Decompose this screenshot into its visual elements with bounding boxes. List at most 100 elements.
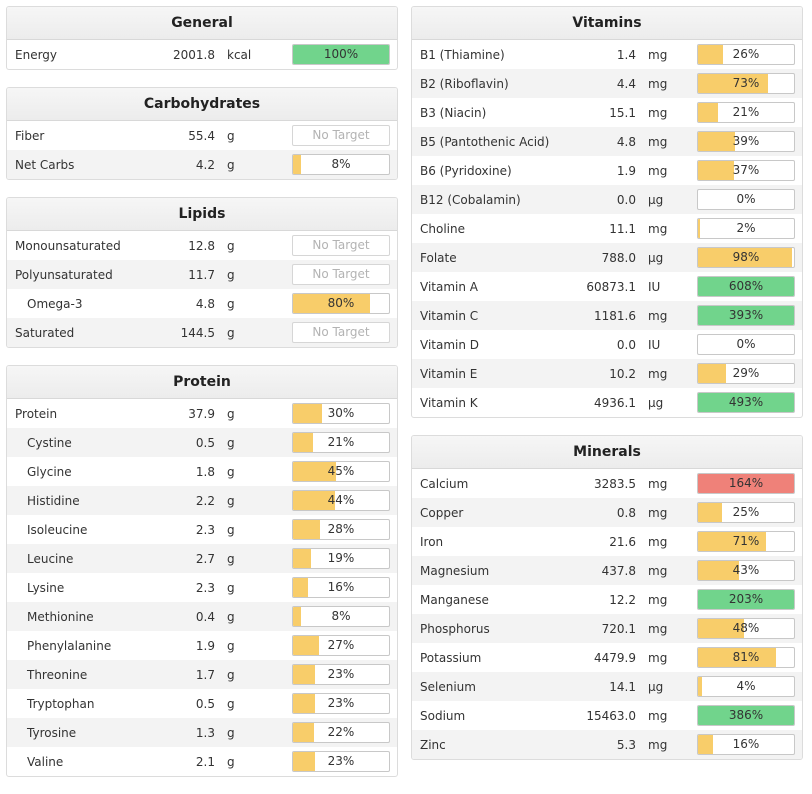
nutrient-name: Glycine <box>27 464 72 479</box>
nutrient-unit: g <box>227 609 235 624</box>
nutrient-unit: g <box>227 267 235 282</box>
nutrient-amount: 2.7 <box>195 551 215 566</box>
target-progress-bar: 39% <box>697 131 795 152</box>
nutrient-unit: g <box>227 157 235 172</box>
nutrient-name: B6 (Pyridoxine) <box>420 163 512 178</box>
nutrient-row: B2 (Riboflavin) 4.4 mg 73% <box>412 69 802 98</box>
nutrient-row: Vitamin K 4936.1 µg 493% <box>412 388 802 417</box>
target-progress-label: 2% <box>736 221 756 235</box>
nutrient-unit: IU <box>648 337 661 352</box>
general-panel-title: General <box>7 7 397 40</box>
nutrient-unit: mg <box>648 221 668 236</box>
nutrient-name: Selenium <box>420 679 476 694</box>
target-progress-label: 4% <box>736 679 756 693</box>
nutrient-name: Lysine <box>27 580 65 595</box>
target-progress-label: 164% <box>728 476 764 490</box>
target-progress-bar: 100% <box>292 44 390 65</box>
nutrient-row: Zinc 5.3 mg 16% <box>412 730 802 759</box>
nutrient-amount: 1.3 <box>195 725 215 740</box>
nutrient-row: B1 (Thiamine) 1.4 mg 26% <box>412 40 802 69</box>
nutrient-amount: 12.8 <box>188 238 215 253</box>
target-progress-bar: 21% <box>697 102 795 123</box>
target-progress-fill <box>698 677 702 696</box>
nutrient-amount: 4936.1 <box>594 395 636 410</box>
target-progress-bar: 71% <box>697 531 795 552</box>
nutrient-unit: mg <box>648 650 668 665</box>
nutrient-row: Cystine 0.5 g 21% <box>7 428 397 457</box>
target-progress-fill <box>698 474 794 493</box>
nutrient-row: Histidine 2.2 g 44% <box>7 486 397 515</box>
target-progress-bar: 43% <box>697 560 795 581</box>
target-progress-fill <box>698 532 767 551</box>
nutrient-amount: 4.4 <box>616 76 636 91</box>
nutrient-amount: 0.5 <box>195 435 215 450</box>
nutrient-name: Histidine <box>27 493 80 508</box>
target-progress-label: 23% <box>327 667 355 681</box>
nutrient-unit: g <box>227 667 235 682</box>
nutrient-row: Isoleucine 2.3 g 28% <box>7 515 397 544</box>
target-progress-label: No Target <box>312 325 370 339</box>
minerals-panel-title: Minerals <box>412 436 802 469</box>
target-progress-fill <box>698 735 714 754</box>
nutrient-row: Saturated 144.5 g No Target <box>7 318 397 347</box>
nutrient-row: Lysine 2.3 g 16% <box>7 573 397 602</box>
nutrient-row: Vitamin D 0.0 IU 0% <box>412 330 802 359</box>
nutrient-name: Potassium <box>420 650 482 665</box>
nutrient-amount: 55.4 <box>188 128 215 143</box>
target-progress-fill <box>698 132 736 151</box>
target-progress-label: No Target <box>312 267 370 281</box>
target-progress-label: 393% <box>728 308 764 322</box>
target-progress-fill <box>698 706 794 725</box>
nutrient-row: Fiber 55.4 g No Target <box>7 121 397 150</box>
nutrient-amount: 4.2 <box>195 157 215 172</box>
target-progress-bar: 2% <box>697 218 795 239</box>
target-progress-fill <box>698 277 794 296</box>
target-progress-fill <box>698 364 726 383</box>
nutrient-name: Net Carbs <box>15 157 75 172</box>
target-progress-bar: 16% <box>292 577 390 598</box>
nutrient-unit: g <box>227 325 235 340</box>
target-progress-bar: 23% <box>292 693 390 714</box>
nutrient-name: Iron <box>420 534 444 549</box>
target-progress-label: 29% <box>732 366 760 380</box>
nutrient-amount: 5.3 <box>616 737 636 752</box>
nutrient-unit: µg <box>648 250 664 265</box>
nutrient-name: B12 (Cobalamin) <box>420 192 521 207</box>
target-progress-fill <box>293 404 322 423</box>
nutrient-name: Polyunsaturated <box>15 267 113 282</box>
nutrient-unit: g <box>227 551 235 566</box>
target-progress-fill <box>698 161 734 180</box>
target-progress-label: 81% <box>732 650 760 664</box>
target-progress-fill <box>293 636 319 655</box>
carbohydrates-panel-title: Carbohydrates <box>7 88 397 121</box>
target-progress-label: 39% <box>732 134 760 148</box>
target-progress-label: 80% <box>327 296 355 310</box>
carbohydrates-rows: Fiber 55.4 g No Target Net Carbs 4.2 g 8% <box>7 121 397 179</box>
nutrient-amount: 15.1 <box>609 105 636 120</box>
nutrient-name: Omega-3 <box>27 296 83 311</box>
nutrient-unit: mg <box>648 708 668 723</box>
carbohydrates-panel: Carbohydrates Fiber 55.4 g No Target Net Car… <box>6 87 398 180</box>
nutrient-row: Potassium 4479.9 mg 81% <box>412 643 802 672</box>
nutrient-amount: 3283.5 <box>594 476 636 491</box>
nutrient-amount: 15463.0 <box>586 708 636 723</box>
nutrient-amount: 2.3 <box>195 580 215 595</box>
nutrient-unit: g <box>227 464 235 479</box>
nutrient-row: Vitamin A 60873.1 IU 608% <box>412 272 802 301</box>
target-progress-label: No Target <box>312 238 370 252</box>
vitamins-panel-title: Vitamins <box>412 7 802 40</box>
target-progress-bar: 25% <box>697 502 795 523</box>
nutrient-amount: 60873.1 <box>586 279 636 294</box>
nutrient-amount: 0.0 <box>616 192 636 207</box>
target-progress-fill <box>698 45 723 64</box>
nutrient-name: Isoleucine <box>27 522 88 537</box>
target-progress-label: 21% <box>327 435 355 449</box>
left-column: General Energy 2001.8 kcal 100% Carbohydrat… <box>6 6 398 794</box>
vitamins-rows: B1 (Thiamine) 1.4 mg 26% B2 (Riboflavin) 4.4 m… <box>412 40 802 417</box>
minerals-rows: Calcium 3283.5 mg 164% Copper 0.8 mg 25% Iron 21.… <box>412 469 802 759</box>
nutrient-unit: mg <box>648 76 668 91</box>
nutrient-row: B6 (Pyridoxine) 1.9 mg 37% <box>412 156 802 185</box>
nutrient-name: Vitamin A <box>420 279 478 294</box>
target-progress-label: 23% <box>327 754 355 768</box>
nutrient-row: Omega-3 4.8 g 80% <box>7 289 397 318</box>
